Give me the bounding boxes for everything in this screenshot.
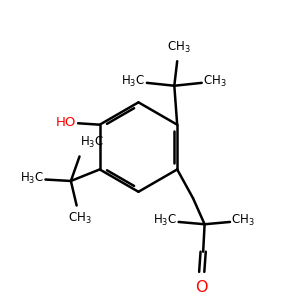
Text: H$_3$C: H$_3$C <box>20 171 44 186</box>
Text: CH$_3$: CH$_3$ <box>203 74 227 89</box>
Text: O: O <box>196 280 208 295</box>
Text: H$_3$C: H$_3$C <box>153 213 177 228</box>
Text: CH$_3$: CH$_3$ <box>231 213 255 228</box>
Text: CH$_3$: CH$_3$ <box>68 211 92 226</box>
Text: H$_3$C: H$_3$C <box>121 74 146 89</box>
Text: H$_3$C: H$_3$C <box>80 135 103 150</box>
Text: CH$_3$: CH$_3$ <box>167 40 190 55</box>
Text: HO: HO <box>56 116 76 129</box>
